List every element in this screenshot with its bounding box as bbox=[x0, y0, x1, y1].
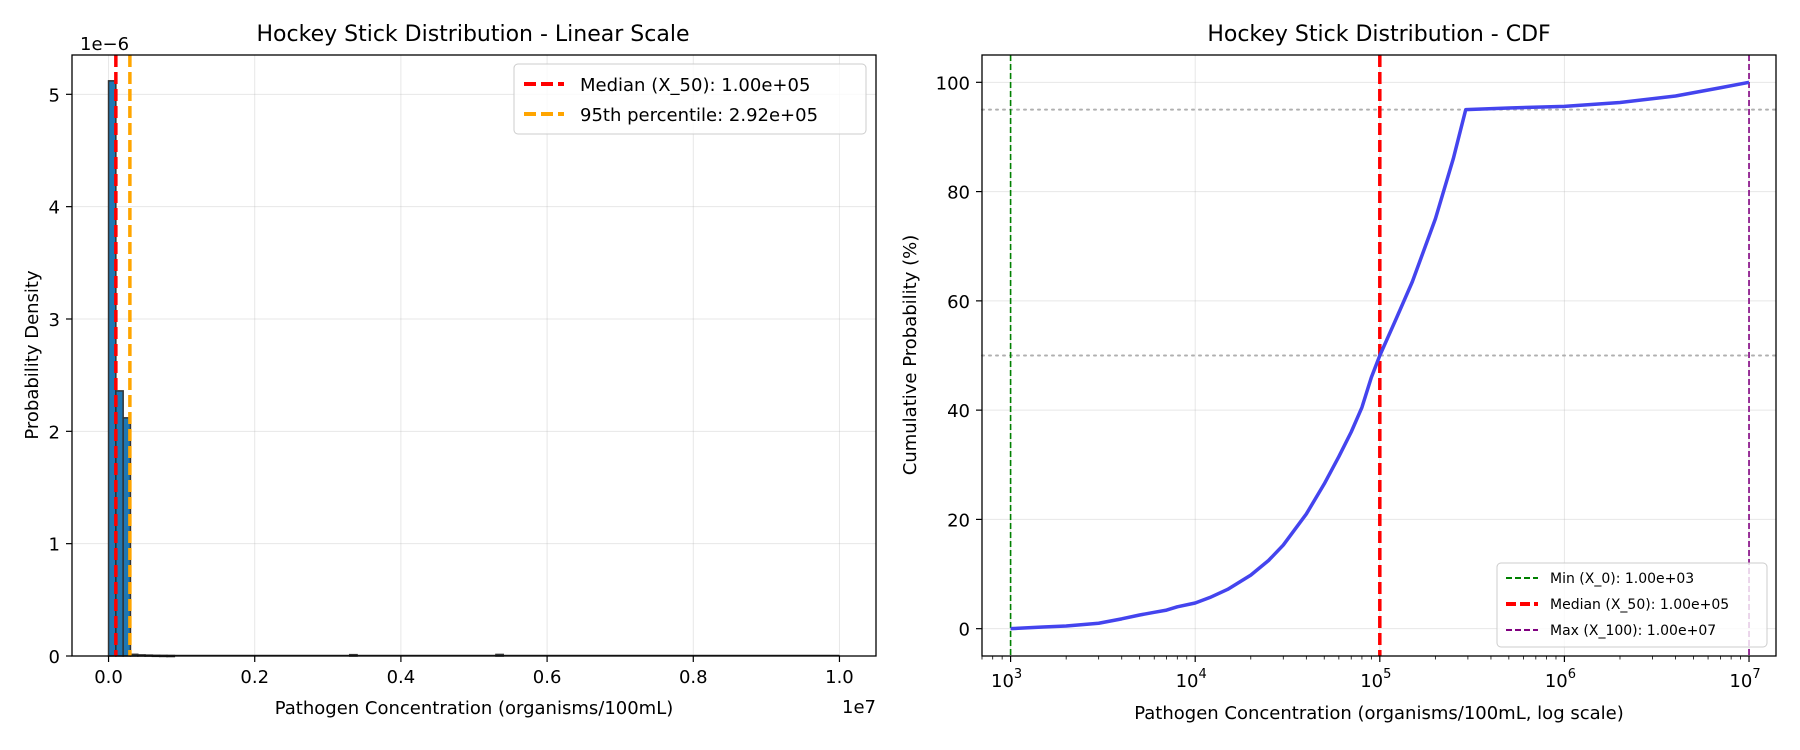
cdf-y-tick-label: 100 bbox=[936, 73, 970, 94]
legend-label-min: Min (X_0): 1.00e+03 bbox=[1550, 571, 1694, 587]
cdf-x-tick-label: 104 bbox=[1176, 667, 1207, 692]
cdf-title: Hockey Stick Distribution - CDF bbox=[1207, 22, 1550, 47]
cdf-x-tick-label: 103 bbox=[991, 667, 1022, 692]
legend-label-max: Max (X_100): 1.00e+07 bbox=[1550, 623, 1716, 639]
legend-label-95th-percentile: 95th percentile: 2.92e+05 bbox=[580, 105, 818, 126]
histogram-reference-lines bbox=[114, 55, 132, 656]
histogram-frame bbox=[71, 54, 877, 657]
histogram-x-tick-label: 0.6 bbox=[533, 667, 562, 688]
cdf-x-tick-label: 107 bbox=[1729, 667, 1760, 692]
cdf-legend-box bbox=[1496, 562, 1768, 648]
histogram-grid bbox=[72, 55, 876, 657]
histogram-x-tick-label: 0.4 bbox=[387, 667, 416, 688]
legend-label-median-cdf: Median (X_50): 1.00e+05 bbox=[1550, 597, 1729, 613]
cdf-y-ticks: 0 20 40 60 80 100 bbox=[936, 73, 982, 641]
legend-label-median: Median (X_50): 1.00e+05 bbox=[580, 75, 810, 96]
histogram-x-offset-label: 1e7 bbox=[842, 697, 876, 718]
cdf-x-tick-label: 106 bbox=[1545, 667, 1576, 692]
histogram-title: Hockey Stick Distribution - Linear Scale bbox=[257, 22, 690, 47]
histogram-x-tick-label: 0.2 bbox=[240, 667, 269, 688]
histogram-legend: Median (X_50): 1.00e+05 95th percentile:… bbox=[513, 63, 867, 135]
histogram-y-tick-label: 2 bbox=[49, 422, 60, 443]
cdf-legend: Min (X_0): 1.00e+03 Median (X_50): 1.00e… bbox=[1496, 562, 1768, 648]
histogram-y-tick-label: 5 bbox=[49, 85, 60, 106]
histogram-panel: Hockey Stick Distribution - Linear Scale… bbox=[22, 22, 877, 719]
cdf-x-ticks: 103 104 105 106 107 bbox=[981, 656, 1761, 692]
cdf-y-tick-label: 40 bbox=[947, 401, 970, 422]
cdf-x-tick-label: 105 bbox=[1360, 667, 1391, 692]
histogram-y-axis-label: Probability Density bbox=[22, 270, 43, 440]
cdf-y-tick-label: 0 bbox=[959, 620, 970, 641]
histogram-x-tick-label: 0.0 bbox=[94, 667, 123, 688]
cdf-x-axis-label: Pathogen Concentration (organisms/100mL,… bbox=[1134, 703, 1624, 724]
histogram-y-tick-label: 3 bbox=[49, 310, 60, 331]
cdf-y-axis-label: Cumulative Probability (%) bbox=[900, 235, 921, 475]
histogram-x-ticks: 0.0 0.2 0.4 0.6 0.8 1.0 bbox=[94, 656, 854, 688]
histogram-y-tick-label: 1 bbox=[49, 535, 60, 556]
cdf-frame bbox=[981, 54, 1777, 657]
histogram-y-tick-label: 4 bbox=[49, 198, 60, 219]
histogram-y-offset-label: 1e−6 bbox=[80, 34, 129, 55]
histogram-legend-box bbox=[513, 63, 867, 135]
histogram-y-ticks: 0 1 2 3 4 5 bbox=[49, 85, 72, 668]
cdf-horizontal-reference-lines bbox=[981, 108, 1777, 357]
cdf-y-tick-label: 20 bbox=[947, 510, 970, 531]
histogram-bars bbox=[107, 80, 840, 658]
histogram-x-tick-label: 1.0 bbox=[825, 667, 854, 688]
histogram-y-tick-label: 0 bbox=[49, 647, 60, 668]
cdf-y-tick-label: 60 bbox=[947, 292, 970, 313]
histogram-x-tick-label: 0.8 bbox=[679, 667, 708, 688]
histogram-x-axis-label: Pathogen Concentration (organisms/100mL) bbox=[275, 698, 674, 719]
cdf-panel: Hockey Stick Distribution - CDF 103 104 10… bbox=[900, 22, 1777, 724]
cdf-y-tick-label: 80 bbox=[947, 183, 970, 204]
cdf-curve bbox=[1010, 80, 1750, 631]
